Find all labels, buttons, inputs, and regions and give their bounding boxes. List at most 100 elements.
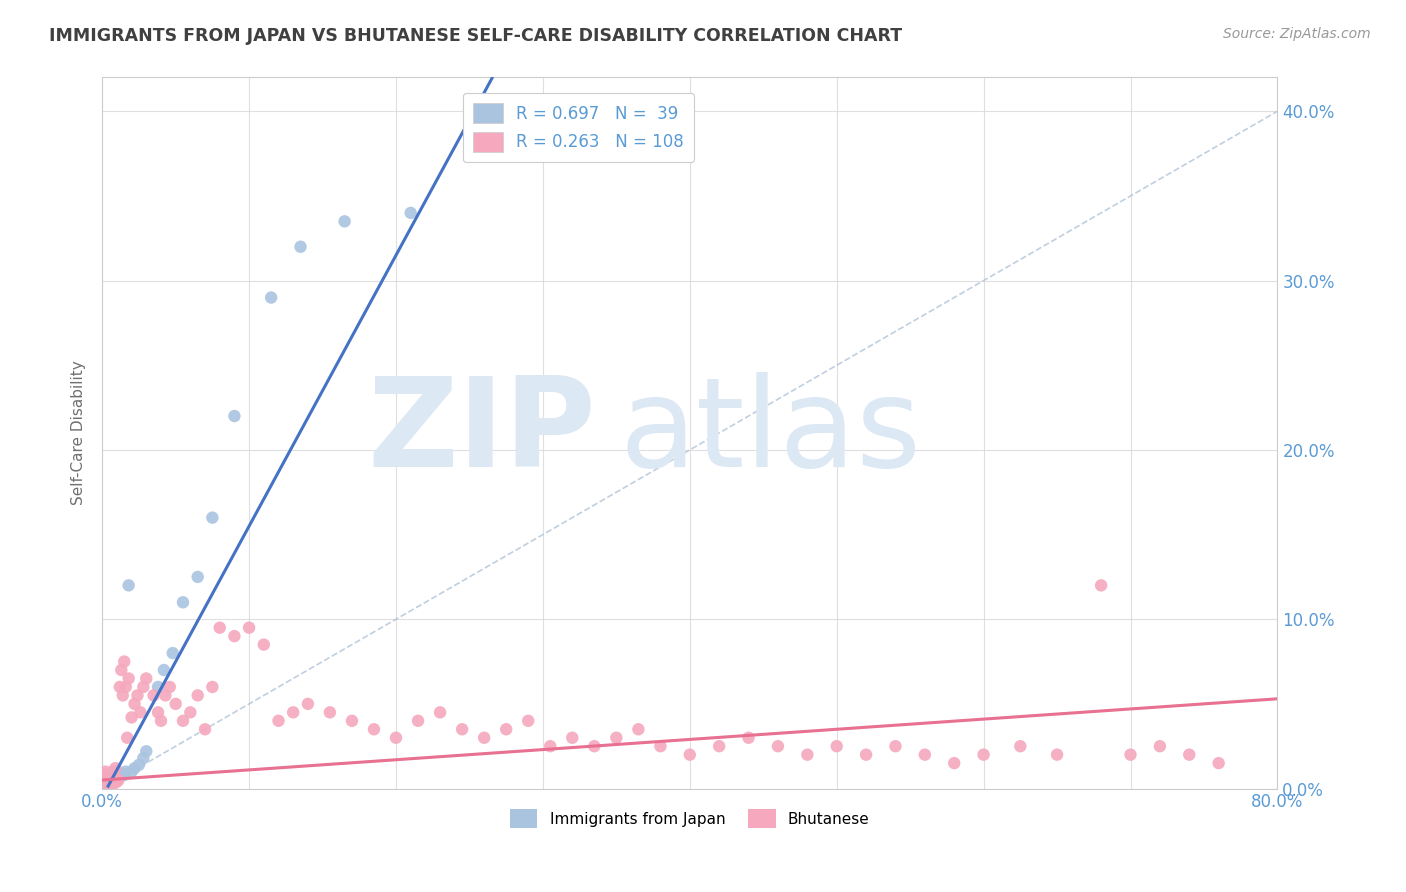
Point (104, 770, 127, 784)
Point (363, 723, 385, 737)
Point (517, 714, 540, 728)
Point (267, 714, 290, 728)
Point (103, 772, 125, 786)
Point (103, 776, 125, 790)
Point (97, 774, 120, 789)
Point (101, 764, 124, 779)
Point (429, 706, 451, 720)
Point (583, 739, 606, 754)
Point (107, 768, 129, 782)
Point (1119, 747, 1142, 762)
Point (224, 409, 246, 423)
Point (121, 764, 143, 779)
Point (187, 570, 209, 584)
Point (103, 768, 125, 782)
Point (105, 774, 128, 789)
Point (146, 706, 169, 720)
Point (333, 214, 356, 228)
Point (825, 739, 848, 754)
Point (101, 773, 124, 788)
Point (709, 739, 731, 754)
Point (101, 768, 124, 782)
Point (385, 731, 408, 745)
Point (100, 768, 122, 782)
Point (96, 776, 118, 790)
Point (855, 747, 877, 762)
Text: ZIP: ZIP (367, 373, 596, 493)
Point (973, 747, 995, 762)
Point (165, 697, 187, 711)
Point (406, 714, 429, 728)
Text: IMMIGRANTS FROM JAPAN VS BHUTANESE SELF-CARE DISABILITY CORRELATION CHART: IMMIGRANTS FROM JAPAN VS BHUTANESE SELF-… (49, 27, 903, 45)
Point (538, 739, 561, 754)
Point (201, 510, 224, 524)
Point (110, 663, 132, 677)
Point (114, 764, 136, 779)
Point (943, 756, 966, 771)
Point (128, 757, 150, 772)
Point (679, 747, 702, 762)
Point (884, 739, 907, 754)
Point (129, 706, 152, 720)
Point (146, 680, 169, 694)
Point (1178, 747, 1201, 762)
Point (96, 776, 118, 790)
Point (100, 770, 122, 784)
Point (208, 621, 231, 635)
Point (98, 773, 121, 788)
Point (283, 706, 305, 720)
Point (194, 723, 217, 737)
Point (100, 773, 122, 788)
Point (94, 772, 117, 786)
Point (142, 689, 165, 703)
Point (108, 770, 131, 784)
Point (737, 731, 759, 745)
Point (104, 772, 127, 786)
Point (766, 739, 789, 754)
Y-axis label: Self-Care Disability: Self-Care Disability (72, 360, 86, 506)
Point (135, 744, 157, 758)
Point (115, 731, 138, 745)
Point (253, 638, 276, 652)
Point (124, 697, 146, 711)
Point (187, 689, 209, 703)
Point (132, 680, 155, 694)
Point (149, 714, 172, 728)
Point (135, 672, 157, 686)
Point (100, 774, 122, 789)
Point (112, 655, 135, 669)
Point (114, 680, 136, 694)
Point (179, 706, 201, 720)
Point (340, 714, 363, 728)
Point (172, 595, 194, 609)
Point (153, 663, 176, 677)
Point (124, 761, 146, 775)
Point (451, 723, 474, 737)
Point (290, 240, 312, 254)
Point (155, 689, 177, 703)
Point (1090, 578, 1112, 592)
Point (121, 710, 143, 724)
Point (127, 689, 149, 703)
Point (94, 774, 117, 789)
Point (605, 731, 627, 745)
Point (1149, 739, 1171, 754)
Point (399, 206, 422, 220)
Point (110, 766, 132, 780)
Point (1208, 756, 1230, 771)
Point (238, 621, 260, 635)
Point (101, 772, 124, 786)
Point (111, 689, 134, 703)
Point (118, 578, 141, 592)
Point (94, 764, 117, 779)
Point (159, 680, 181, 694)
Point (96, 773, 118, 788)
Text: Source: ZipAtlas.com: Source: ZipAtlas.com (1223, 27, 1371, 41)
Point (105, 773, 128, 788)
Point (162, 646, 184, 660)
Point (118, 672, 141, 686)
Point (107, 773, 129, 788)
Point (108, 680, 131, 694)
Point (1010, 739, 1032, 754)
Point (104, 761, 127, 775)
